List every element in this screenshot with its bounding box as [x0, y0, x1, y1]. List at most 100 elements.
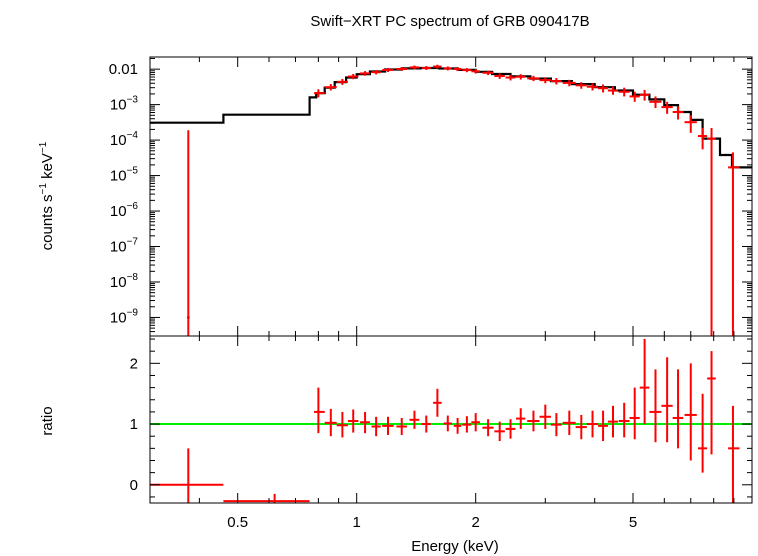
- top-y-tick-label-4: 10−6: [110, 201, 139, 220]
- top-y-tick-base-3: 10: [110, 168, 127, 185]
- top-data-point-26: [598, 84, 608, 93]
- chart-title: Swift−XRT PC spectrum of GRB 090417B: [310, 13, 589, 30]
- top-y-tick-exp-1: −3: [127, 95, 139, 106]
- bottom-panel: 0 1 2 ratio: [39, 335, 753, 504]
- bottom-data-layer: [150, 339, 740, 503]
- x-tick-label-1: 1: [353, 514, 361, 531]
- top-y-tick-exp-4: −6: [127, 201, 139, 212]
- top-data-layer: [186, 64, 740, 336]
- top-ylabel-part-1: counts s: [39, 194, 56, 250]
- top-data-point-23: [562, 79, 576, 87]
- ratio-data-point-4: [336, 411, 348, 438]
- top-y-tick-label-1: 10−3: [110, 95, 139, 114]
- top-y-tick-exp-6: −8: [127, 272, 139, 283]
- bottom-y-tick-label-2: 2: [130, 355, 138, 372]
- ratio-data-point-15: [462, 416, 472, 433]
- ratio-data-point-3: [324, 408, 337, 437]
- bottom-plot-frame: [149, 335, 753, 504]
- ratio-data-point-32: [649, 369, 662, 443]
- ratio-data-point-23: [550, 413, 562, 437]
- ratio-data-point-16: [471, 413, 480, 432]
- x-tick-label-2: 2: [472, 514, 480, 531]
- top-y-tick-exp-5: −7: [127, 237, 139, 248]
- top-data-point-11: [433, 64, 442, 69]
- top-y-tick-base-7: 10: [110, 309, 127, 326]
- top-model-layer: [150, 66, 752, 169]
- ratio-data-point-24: [562, 410, 576, 435]
- top-data-point-25: [586, 83, 599, 91]
- top-data-point-28: [618, 87, 630, 97]
- top-y-tick-base-4: 10: [110, 203, 127, 220]
- ratio-data-point-11: [421, 415, 431, 433]
- top-y-tick-base-1: 10: [110, 97, 127, 114]
- top-data-point-22: [550, 78, 562, 85]
- top-data-point-0: [186, 130, 190, 336]
- ratio-data-point-33: [661, 357, 673, 443]
- top-data-point-21: [539, 77, 551, 84]
- top-ylabel-part-3: keV: [39, 153, 56, 183]
- top-y-tick-base-5: 10: [110, 239, 127, 256]
- ratio-data-point-17: [482, 419, 494, 437]
- top-data-point-36: [707, 127, 716, 336]
- top-data-point-29: [629, 91, 640, 102]
- ratio-data-point-26: [586, 410, 599, 438]
- top-y-tick-label-3: 10−5: [110, 166, 139, 185]
- x-tick-label-3: 5: [629, 514, 637, 531]
- top-data-point-7: [382, 67, 394, 73]
- ratio-data-point-10: [409, 410, 420, 429]
- top-data-point-12: [443, 66, 452, 71]
- ratio-data-point-30: [629, 387, 640, 440]
- top-data-point-24: [575, 82, 587, 89]
- top-ylabel-part-4: −1: [38, 141, 49, 153]
- top-y-tick-label-0: 0.01: [109, 61, 138, 78]
- ratio-data-point-38: [728, 405, 740, 503]
- ratio-data-point-13: [443, 415, 452, 432]
- top-data-point-19: [516, 74, 526, 80]
- top-data-point-1: [314, 89, 325, 98]
- top-data-point-6: [371, 70, 381, 75]
- top-data-point-18: [505, 74, 516, 81]
- ratio-data-point-8: [382, 416, 394, 435]
- bottom-y-axis-label: ratio: [39, 406, 56, 435]
- top-y-tick-label-2: 10−4: [110, 130, 139, 149]
- top-data-point-33: [672, 106, 684, 120]
- ratio-data-point-35: [684, 363, 697, 461]
- ratio-data-point-31: [639, 339, 650, 425]
- top-axis-ticks: [149, 57, 753, 337]
- top-data-point-31: [649, 96, 662, 109]
- top-data-point-27: [607, 86, 618, 95]
- top-ylabel-part-2: −1: [38, 183, 49, 195]
- x-axis-label: Energy (keV): [411, 538, 499, 555]
- ratio-data-point-14: [453, 417, 462, 434]
- ratio-data-point-2: [314, 387, 325, 434]
- ratio-data-point-28: [607, 405, 618, 438]
- ratio-data-point-34: [672, 369, 684, 449]
- top-data-point-35: [697, 127, 708, 150]
- top-data-point-32: [661, 101, 673, 114]
- ratio-data-point-7: [371, 416, 381, 437]
- ratio-data-point-18: [494, 421, 505, 442]
- top-data-point-13: [453, 66, 462, 72]
- bottom-y-tick-label-0: 0: [130, 477, 138, 494]
- top-y-tick-label-7: 10−9: [110, 307, 139, 326]
- top-data-point-2: [324, 84, 337, 91]
- ratio-data-point-5: [347, 409, 359, 433]
- top-data-point-34: [684, 115, 697, 133]
- bottom-y-tick-label-1: 1: [130, 416, 138, 433]
- ratio-data-point-22: [539, 404, 551, 429]
- top-data-point-9: [409, 65, 420, 70]
- ratio-data-point-0: [150, 448, 224, 503]
- top-data-point-30: [639, 89, 650, 101]
- ratio-data-point-21: [527, 410, 540, 432]
- ratio-data-point-19: [505, 419, 516, 439]
- ratio-data-point-27: [598, 410, 608, 442]
- bottom-axis-ticks: [149, 336, 753, 503]
- x-tick-label-0: 0.5: [227, 514, 248, 531]
- top-data-point-15: [471, 69, 480, 74]
- top-y-tick-exp-2: −4: [127, 130, 139, 141]
- top-data-point-17: [494, 73, 505, 79]
- ratio-data-point-6: [360, 411, 370, 434]
- ratio-data-point-9: [396, 417, 407, 435]
